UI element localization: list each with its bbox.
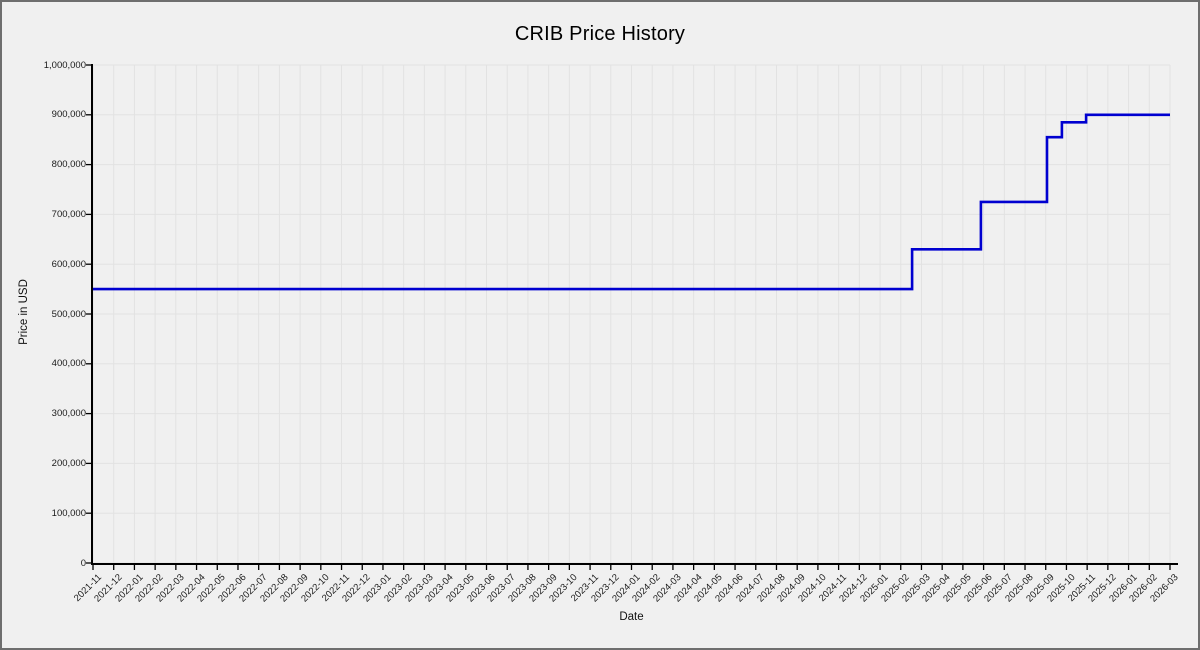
price-history-line	[93, 113, 1170, 291]
y-tick-label: 200,000	[51, 457, 86, 469]
y-tick-label: 400,000	[51, 358, 86, 370]
y-tick-label: 100,000	[51, 507, 86, 519]
y-tick-label: 700,000	[51, 208, 86, 220]
y-tick-label: 800,000	[51, 159, 86, 171]
y-tick-label: 300,000	[51, 408, 86, 420]
y-tick-label: 600,000	[51, 258, 86, 270]
y-tick-label: 500,000	[51, 308, 86, 320]
chart-title: CRIB Price History	[514, 23, 686, 45]
y-axis-title: Price in USD	[18, 279, 30, 345]
y-tick-label: 0	[80, 557, 86, 569]
x-axis-title: Date	[619, 611, 644, 623]
y-tick-label: 900,000	[51, 109, 86, 121]
y-tick-label: 1,000,000	[43, 59, 86, 71]
